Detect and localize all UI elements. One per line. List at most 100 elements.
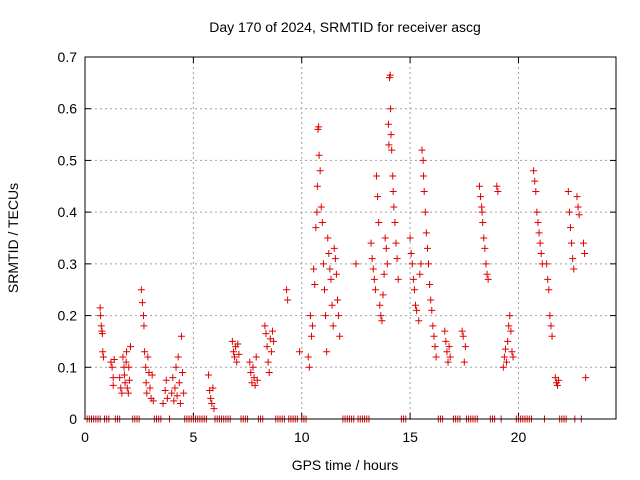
data-point xyxy=(253,376,261,384)
data-point xyxy=(123,384,131,392)
x-tick-label: 5 xyxy=(189,429,197,445)
data-point xyxy=(441,327,449,335)
data-point xyxy=(125,376,133,384)
data-point xyxy=(315,123,323,131)
data-point xyxy=(161,387,169,395)
data-point xyxy=(335,312,343,320)
data-point xyxy=(146,384,154,392)
data-point xyxy=(565,208,573,216)
x-tick-label: 15 xyxy=(402,429,418,445)
data-point xyxy=(582,374,590,382)
data-point xyxy=(368,255,376,263)
data-point xyxy=(533,208,541,216)
data-point xyxy=(383,260,391,268)
data-point xyxy=(384,120,392,128)
data-point xyxy=(575,211,583,219)
data-point xyxy=(478,208,486,216)
data-point xyxy=(249,363,257,371)
data-point xyxy=(534,218,542,226)
data-point xyxy=(568,239,576,247)
data-point xyxy=(410,286,418,294)
data-point xyxy=(480,234,488,242)
data-point xyxy=(317,203,325,211)
data-point xyxy=(140,322,148,330)
data-point xyxy=(581,250,589,258)
data-point xyxy=(553,381,561,389)
data-point xyxy=(386,71,394,79)
data-point xyxy=(171,384,179,392)
data-point xyxy=(140,312,148,320)
data-point xyxy=(375,218,383,226)
data-point xyxy=(547,322,555,330)
data-point xyxy=(479,218,487,226)
data-point xyxy=(369,265,377,273)
data-point xyxy=(313,208,321,216)
data-point xyxy=(499,363,507,371)
data-point xyxy=(98,330,106,338)
data-point xyxy=(446,353,454,361)
data-point xyxy=(531,177,539,185)
data-point xyxy=(247,368,255,376)
data-point xyxy=(426,281,434,289)
data-point xyxy=(431,343,439,351)
data-point xyxy=(125,363,133,371)
data-point xyxy=(509,353,517,361)
data-point xyxy=(416,270,424,278)
data-point xyxy=(536,239,544,247)
data-point xyxy=(421,208,429,216)
y-tick-label: 0.4 xyxy=(58,204,78,220)
data-point xyxy=(97,322,105,330)
data-point xyxy=(252,353,260,361)
data-point xyxy=(548,332,556,340)
data-point xyxy=(326,265,334,273)
data-point xyxy=(318,218,326,226)
tick-labels: 0 5 10 15 20 0 0.1 0.2 0.3 0.4 0.5 0.6 0.7 xyxy=(58,49,527,445)
data-point xyxy=(210,405,218,413)
data-point xyxy=(425,260,433,268)
data-point xyxy=(406,234,414,242)
x-tick-label: 10 xyxy=(294,429,310,445)
y-tick-label: 0.1 xyxy=(58,359,78,375)
y-tick-label: 0.6 xyxy=(58,101,78,117)
data-point xyxy=(312,224,320,232)
data-point xyxy=(172,363,180,371)
data-point xyxy=(246,358,254,366)
data-point xyxy=(235,350,243,358)
data-point xyxy=(376,301,384,309)
data-point xyxy=(264,358,272,366)
chart-title: Day 170 of 2024, SRMTID for receiver asc… xyxy=(209,19,481,35)
data-point xyxy=(458,327,466,335)
data-point xyxy=(374,193,382,201)
data-point xyxy=(569,255,577,263)
data-point xyxy=(142,379,150,387)
grid xyxy=(85,57,616,419)
data-point xyxy=(251,381,259,389)
data-point xyxy=(415,317,423,325)
data-point xyxy=(127,343,135,351)
data-point xyxy=(504,337,512,345)
data-point xyxy=(270,337,278,345)
data-point xyxy=(329,322,337,330)
data-point xyxy=(109,374,117,382)
data-point xyxy=(332,270,340,278)
data-point xyxy=(283,286,291,294)
x-tick-label: 20 xyxy=(511,429,527,445)
data-point xyxy=(483,270,491,278)
data-point xyxy=(109,381,117,389)
data-point xyxy=(535,229,543,237)
data-point xyxy=(545,286,553,294)
data-point xyxy=(564,187,572,195)
data-point xyxy=(148,371,156,379)
data-point xyxy=(330,244,338,252)
data-point xyxy=(267,348,275,356)
data-point xyxy=(412,301,420,309)
data-point xyxy=(333,296,341,304)
data-point xyxy=(328,301,336,309)
data-point xyxy=(382,244,390,252)
data-point xyxy=(390,203,398,211)
data-point xyxy=(99,353,107,361)
data-point xyxy=(388,146,396,154)
data-point xyxy=(432,353,440,361)
data-point xyxy=(313,182,321,190)
data-point xyxy=(336,332,344,340)
